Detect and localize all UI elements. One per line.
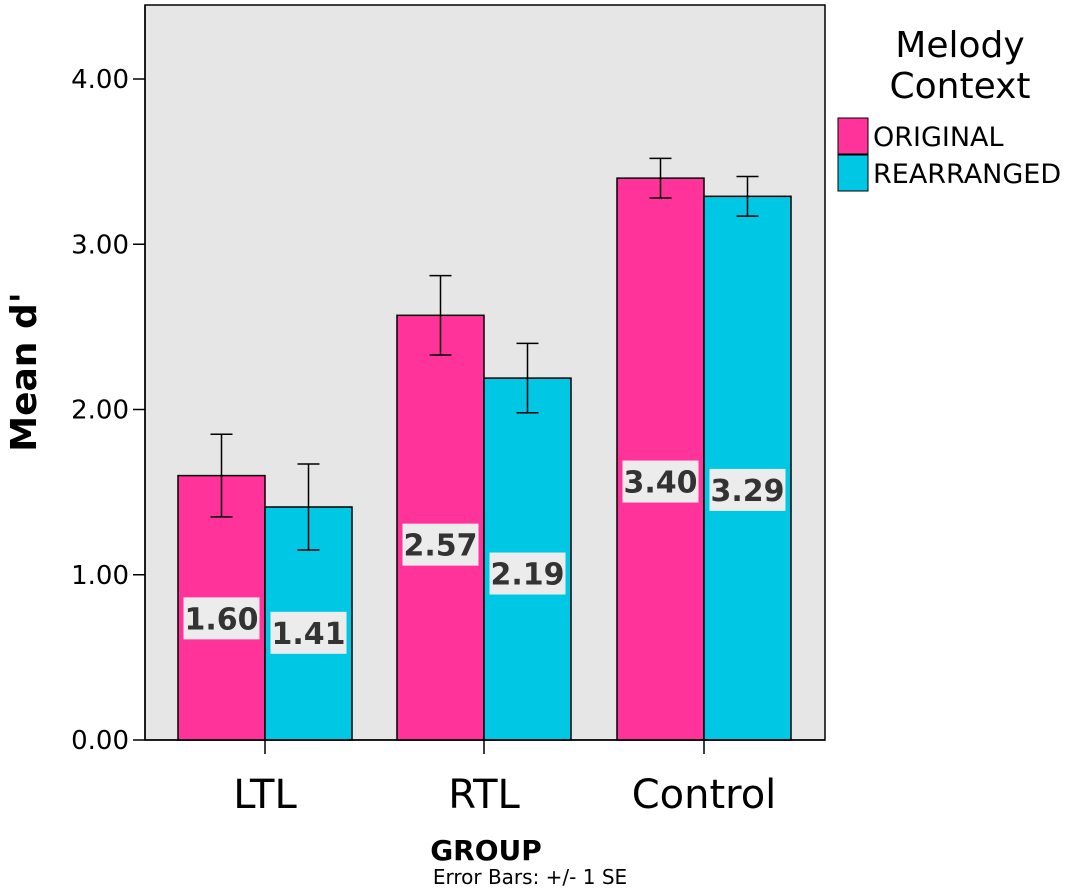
svg-text:3.40: 3.40: [623, 466, 697, 501]
data-label-original-control: 3.40: [622, 460, 699, 503]
y-axis-label: Mean d': [4, 292, 45, 452]
legend-label-rearranged: REARRANGED: [873, 159, 1061, 190]
x-axis-label: GROUP: [430, 834, 542, 867]
legend-swatch-original: [837, 117, 869, 155]
error-bars-note: Error Bars: +/- 1 SE: [433, 865, 627, 889]
x-category-label-control: Control: [632, 772, 777, 818]
error-bar-rearranged-rtl: [516, 342, 539, 414]
data-label-rearranged-rtl: 2.19: [489, 552, 566, 595]
legend-title-line-2: Context: [889, 66, 1030, 107]
error-bars-layer: [210, 157, 759, 551]
error-bar-original-ltl: [210, 433, 233, 518]
y-tick-label-1: 1.00: [71, 561, 129, 591]
legend: Melody Context ORIGINAL REARRANGED: [837, 25, 1061, 192]
data-label-original-rtl: 2.57: [402, 523, 479, 566]
legend-title-line-1: Melody: [895, 25, 1024, 66]
svg-text:3.29: 3.29: [710, 474, 784, 509]
error-bar-rearranged-control: [736, 175, 759, 217]
svg-text:2.57: 2.57: [403, 529, 477, 564]
svg-text:1.60: 1.60: [184, 602, 258, 637]
svg-text:1.41: 1.41: [271, 617, 345, 652]
y-tick-label-0: 0.00: [71, 726, 129, 756]
x-category-label-ltl: LTL: [233, 772, 297, 818]
data-label-rearranged-ltl: 1.41: [270, 611, 347, 654]
error-bar-original-rtl: [429, 274, 452, 356]
x-category-label-rtl: RTL: [448, 772, 520, 818]
y-tick-label-4: 4.00: [71, 65, 129, 95]
y-tick-label-2: 2.00: [71, 396, 129, 426]
svg-text:2.19: 2.19: [490, 558, 564, 593]
data-labels-layer: 1.60 1.41 2.57 2.19 3.40 3.29: [183, 460, 786, 654]
data-label-rearranged-control: 3.29: [709, 468, 786, 511]
error-bar-rearranged-ltl: [297, 463, 320, 551]
data-label-original-ltl: 1.60: [183, 597, 260, 640]
bar-original-control: [616, 177, 705, 741]
y-tick-label-3: 3.00: [71, 230, 129, 260]
error-bar-original-control: [649, 157, 672, 199]
legend-swatch-rearranged: [837, 154, 869, 192]
axes-layer: 0.00 1.00 2.00 3.00 4.00 LTL RTL Control: [71, 5, 825, 818]
bar-rearranged-control: [703, 195, 792, 741]
legend-label-original: ORIGINAL: [873, 122, 1004, 153]
